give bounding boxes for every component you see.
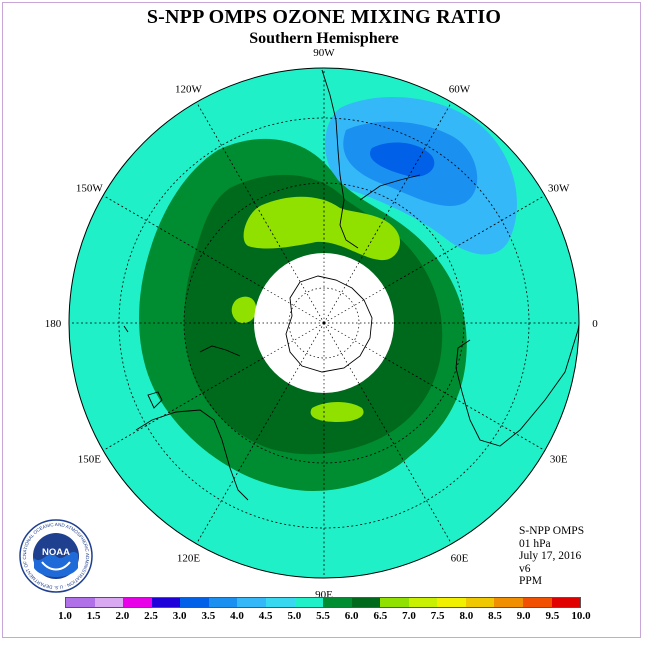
colorbar-segment bbox=[494, 598, 523, 607]
colorbar-tick-label: 8.0 bbox=[459, 610, 474, 622]
colorbar-tick-label: 4.0 bbox=[230, 610, 244, 622]
low-ozone-blue-region bbox=[325, 97, 517, 255]
info-instrument: S-NPP OMPS bbox=[519, 525, 585, 537]
colorbar-tick-label: 8.5 bbox=[488, 610, 502, 622]
meridian-line bbox=[196, 101, 290, 263]
colorbar-segment bbox=[180, 598, 209, 607]
colorbar-tick-label: 3.0 bbox=[172, 610, 187, 622]
coastlines bbox=[123, 69, 579, 501]
colorbar-segment bbox=[294, 598, 324, 607]
colorbar-segment bbox=[123, 598, 152, 607]
colorbar-segment bbox=[66, 598, 95, 607]
meridian-line bbox=[358, 101, 452, 263]
info-block: S-NPP OMPS 01 hPa July 17, 2016 v6 PPM bbox=[519, 525, 584, 588]
colorbar bbox=[65, 597, 581, 608]
colorbar-segment bbox=[151, 598, 181, 607]
colorbar-segment bbox=[237, 598, 266, 607]
inner-graticule bbox=[254, 253, 394, 393]
colorbar-tick-label: 5.0 bbox=[287, 610, 302, 622]
info-version: v6 bbox=[519, 562, 531, 575]
info-units: PPM bbox=[519, 575, 543, 588]
colorbar-segment bbox=[465, 598, 495, 607]
longitude-label: 30W bbox=[548, 183, 570, 195]
longitude-label: 150W bbox=[76, 183, 104, 195]
longitude-label: 150E bbox=[78, 454, 102, 466]
coast-islet bbox=[123, 325, 129, 333]
colorbar-tick-label: 9.5 bbox=[545, 610, 560, 622]
colorbar-ticks: 1.0 1.5 2.0 2.5 3.0 3.5 4.0 4.5 5.0 5.5 6.0 6.5 7.0 7… bbox=[0, 610, 648, 624]
colorbar-segment bbox=[551, 598, 581, 607]
colorbar-segment bbox=[437, 598, 466, 607]
colorbar-tick-label: 10.0 bbox=[571, 610, 591, 622]
colorbar-tick-label: 5.5 bbox=[316, 610, 330, 622]
colorbar-segment bbox=[408, 598, 438, 607]
longitude-label: 60W bbox=[449, 83, 471, 95]
longitude-label: 120E bbox=[177, 553, 201, 565]
coast-australia bbox=[135, 409, 249, 501]
longitude-label: 60E bbox=[451, 553, 469, 565]
map-title: S-NPP OMPS OZONE MIXING RATIO bbox=[146, 6, 502, 28]
coast-antarctica bbox=[285, 275, 373, 373]
colorbar-segment bbox=[265, 598, 295, 607]
colorbar-segment bbox=[380, 598, 409, 607]
figure-frame bbox=[2, 2, 641, 638]
coast-new-zealand bbox=[199, 345, 241, 357]
info-date: July 17, 2016 bbox=[519, 550, 582, 563]
coast-africa bbox=[455, 317, 579, 447]
map-boundary bbox=[68, 67, 580, 579]
longitude-label: 90W bbox=[313, 47, 335, 59]
coast-patagonia bbox=[359, 174, 421, 201]
meridian-line bbox=[196, 383, 290, 545]
meridian-line bbox=[384, 357, 546, 451]
colorbar-segment bbox=[323, 598, 352, 607]
colorbar-tick-label: 6.0 bbox=[344, 610, 359, 622]
noaa-logo: NATIONAL OCEANIC AND ATMOSPHERIC ADMINIS… bbox=[18, 518, 93, 593]
contour-6-5ppm-west bbox=[231, 296, 257, 324]
colorbar-segment bbox=[208, 598, 238, 607]
coast-south-america bbox=[321, 69, 359, 249]
longitude-label: 120W bbox=[175, 83, 203, 95]
colorbar-tick-label: 7.0 bbox=[402, 610, 416, 622]
colorbar-segment bbox=[94, 598, 124, 607]
colorbar-tick-label: 2.5 bbox=[144, 610, 158, 622]
contour-3ppm bbox=[370, 142, 435, 177]
longitude-label: 180 bbox=[45, 318, 62, 330]
colorbar-tick-label: 4.5 bbox=[258, 610, 273, 622]
colorbar-tick-label: 1.0 bbox=[58, 610, 72, 622]
noaa-logo-text: NOAA bbox=[42, 547, 70, 558]
colorbar-tick-label: 2.0 bbox=[115, 610, 130, 622]
info-pressure: 01 hPa bbox=[519, 537, 551, 550]
colorbar-tick-label: 3.5 bbox=[201, 610, 216, 622]
inner-parallel-circle bbox=[288, 287, 360, 359]
colorbar-tick-label: 6.5 bbox=[373, 610, 388, 622]
meridian-line bbox=[384, 195, 546, 289]
map-subtitle: Southern Hemisphere bbox=[249, 30, 399, 47]
parallel-circle bbox=[183, 182, 465, 464]
longitude-label: 30E bbox=[550, 454, 568, 466]
meridian-line bbox=[102, 357, 264, 451]
colorbar-tick-label: 7.5 bbox=[430, 610, 445, 622]
contour-6-5ppm-north bbox=[243, 196, 401, 261]
map-disc bbox=[69, 68, 579, 578]
meridian-line bbox=[358, 383, 452, 545]
colorbar-segment bbox=[523, 598, 552, 607]
longitude-label: 0 bbox=[592, 318, 598, 330]
parallel-circle bbox=[118, 117, 530, 529]
south-pole-marker bbox=[322, 321, 326, 325]
meridian-line bbox=[102, 195, 264, 289]
colorbar-segment bbox=[351, 598, 381, 607]
coast-tasmania bbox=[147, 391, 163, 409]
graticule bbox=[69, 68, 579, 578]
colorbar-tick-label: 9.0 bbox=[516, 610, 531, 622]
colorbar-tick-label: 1.5 bbox=[86, 610, 101, 622]
